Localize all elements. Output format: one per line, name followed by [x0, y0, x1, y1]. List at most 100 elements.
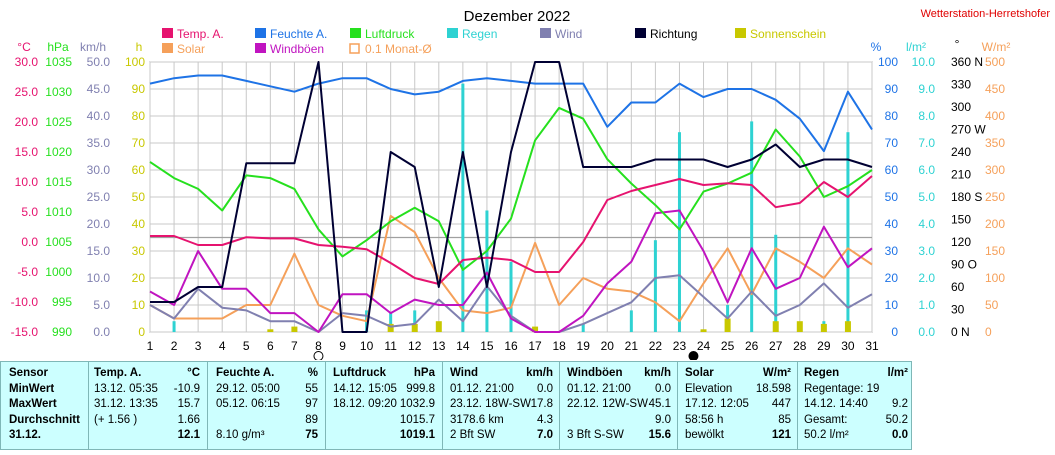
y-tick-label-wind: 5.0 — [93, 298, 110, 312]
stats-hum-max-value: 97 — [305, 398, 318, 410]
stats-temp-min-time: 13.12. 05:35 — [94, 382, 158, 395]
sunshine-bar — [411, 323, 418, 332]
y-tick-label-direction: 210 — [951, 168, 971, 182]
legend-label: Windböen — [270, 42, 324, 56]
stats-separator — [559, 362, 560, 449]
y-tick-label-pressure: 1005 — [45, 235, 72, 249]
rain-bar — [485, 210, 489, 332]
stats-press-min-value: 999.8 — [406, 382, 435, 395]
x-tick-label: 21 — [625, 339, 639, 353]
x-tick-label: 24 — [697, 339, 711, 353]
y-tick-label-rain: 5.0 — [918, 190, 935, 204]
y-tick-label-humidity: 20 — [885, 271, 899, 285]
y-tick-label-pressure: 1015 — [45, 175, 72, 189]
x-tick-label: 29 — [817, 339, 831, 353]
stats-solar-current-value: 121 — [771, 429, 791, 441]
stats-temp-unit: °C — [187, 367, 200, 379]
y-tick-label-sunshine: 50 — [132, 190, 146, 204]
x-tick-label: 16 — [504, 339, 518, 353]
stats-row-avg-label: Durchschnitt — [9, 413, 80, 426]
y-tick-label-sunshine: 40 — [132, 217, 146, 231]
chart-canvas: 1 2 3 4 5 6 7 8 9 10 11 12 13 14 15 16 17 18 19 20 21 22 23 24 2… — [11, 8, 1051, 361]
legend-swatch — [447, 28, 458, 38]
y-tick-label-temperature: -10.0 — [11, 295, 39, 309]
y-tick-label-direction: 240 — [951, 145, 971, 159]
stats-separator — [677, 362, 678, 449]
series-line-temp-a — [150, 175, 873, 285]
stats-rain-max-time: 14.12. 14:40 — [804, 398, 868, 410]
stats-gust-header: Windböen — [567, 367, 623, 379]
rain-bar — [172, 321, 176, 332]
y-tick-label-humidity: 70 — [885, 136, 899, 150]
rain-bar — [509, 261, 513, 332]
y-tick-label-humidity: 30 — [885, 244, 899, 258]
y-tick-label-direction: 0 N — [951, 325, 970, 339]
y-tick-label-rain: 9.0 — [918, 82, 935, 96]
y-tick-label-humidity: 90 — [885, 82, 899, 96]
y-tick-label-solar: 150 — [985, 244, 1005, 258]
stats-solar-column: Solar W/m² Elevation 18.598 17.12. 12:05 44… — [685, 366, 791, 444]
x-tick-label: 27 — [769, 339, 783, 353]
x-tick-label: 20 — [601, 339, 615, 353]
y-tick-label-rain: 3.0 — [918, 244, 935, 258]
x-tick-label: 6 — [267, 339, 274, 353]
x-tick-label: 23 — [673, 339, 687, 353]
stats-wind-column: Wind km/h 01.12. 21:00 0.0 23.12. 18W-SW 17… — [450, 366, 553, 444]
series-line-richtung — [150, 61, 873, 333]
stats-temp-column: Temp. A. °C 13.12. 05:35 -10.9 31.12. 13:3… — [94, 366, 200, 444]
y-tick-label-direction: 360 N — [951, 55, 983, 69]
stats-solar-header: Solar — [685, 367, 714, 379]
y-tick-label-rain: 2.0 — [918, 271, 935, 285]
series-line-solar — [149, 214, 873, 323]
y-tick-label-direction: 270 W — [951, 123, 986, 137]
y-tick-label-direction: 150 — [951, 213, 971, 227]
stats-rain-current-value: 0.0 — [892, 429, 908, 441]
x-tick-label: 26 — [745, 339, 759, 353]
x-tick-label: 8 — [315, 339, 322, 353]
y-tick-label-humidity: 80 — [885, 109, 899, 123]
stats-press-avg-value: 1015.7 — [399, 413, 435, 426]
stats-hum-unit: % — [307, 367, 318, 379]
x-tick-label: 25 — [721, 339, 735, 353]
sunshine-bar — [700, 329, 707, 332]
stats-gust-min-time: 01.12. 21:00 — [567, 382, 631, 395]
legend-swatch — [540, 28, 551, 38]
rain-bar — [413, 310, 417, 332]
x-tick-label: 10 — [360, 339, 374, 353]
stats-humidity-column: Feuchte A.% 29.12. 05:00 55 05.12. 06:15 9… — [216, 366, 318, 444]
y-tick-label-pressure: 1010 — [45, 205, 72, 219]
axis-unit-sunshine: h — [136, 40, 143, 54]
y-tick-label-wind: 40.0 — [87, 109, 111, 123]
rain-bar — [581, 323, 585, 332]
y-tick-label-humidity: 50 — [885, 190, 899, 204]
stats-hum-header: Feuchte A. — [216, 367, 275, 379]
stats-gust-avg-value: 9.0 — [655, 413, 671, 426]
y-tick-label-temperature: 20.0 — [15, 115, 39, 129]
stats-temp-header: Temp. A. — [94, 367, 142, 379]
x-tick-label: 7 — [291, 339, 298, 353]
x-tick-label: 31 — [865, 339, 879, 353]
stats-sensor-column: Sensor MinWert MaxWert Durchschnitt 31.1… — [9, 366, 81, 444]
series-line-windb-en — [149, 209, 873, 333]
new-moon-icon — [688, 351, 699, 361]
rain-bar — [389, 313, 393, 332]
y-tick-label-pressure: 1000 — [45, 265, 72, 279]
y-tick-label-wind: 50.0 — [87, 55, 111, 69]
stats-wind-min-time: 01.12. 21:00 — [450, 382, 514, 395]
stats-separator — [442, 362, 443, 449]
rain-bar — [653, 240, 657, 332]
x-tick-label: 22 — [649, 339, 663, 353]
stats-hum-avg-value: 89 — [305, 413, 318, 426]
y-tick-label-direction: 330 — [951, 78, 971, 92]
y-tick-label-wind: 15.0 — [87, 244, 111, 258]
y-tick-label-humidity: 60 — [885, 163, 899, 177]
y-tick-label-pressure: 1020 — [45, 145, 72, 159]
station-name: Wetterstation-Herretshofer — [921, 8, 1051, 20]
y-tick-label-humidity: 100 — [878, 55, 898, 69]
stats-solar-max-value: 447 — [771, 398, 791, 410]
stats-rain-unit: l/m² — [887, 367, 908, 379]
stats-sensor-header: Sensor — [9, 367, 48, 379]
y-tick-label-sunshine: 0 — [138, 325, 145, 339]
legend-label: Richtung — [650, 27, 697, 41]
y-tick-label-rain: 0.0 — [918, 325, 935, 339]
